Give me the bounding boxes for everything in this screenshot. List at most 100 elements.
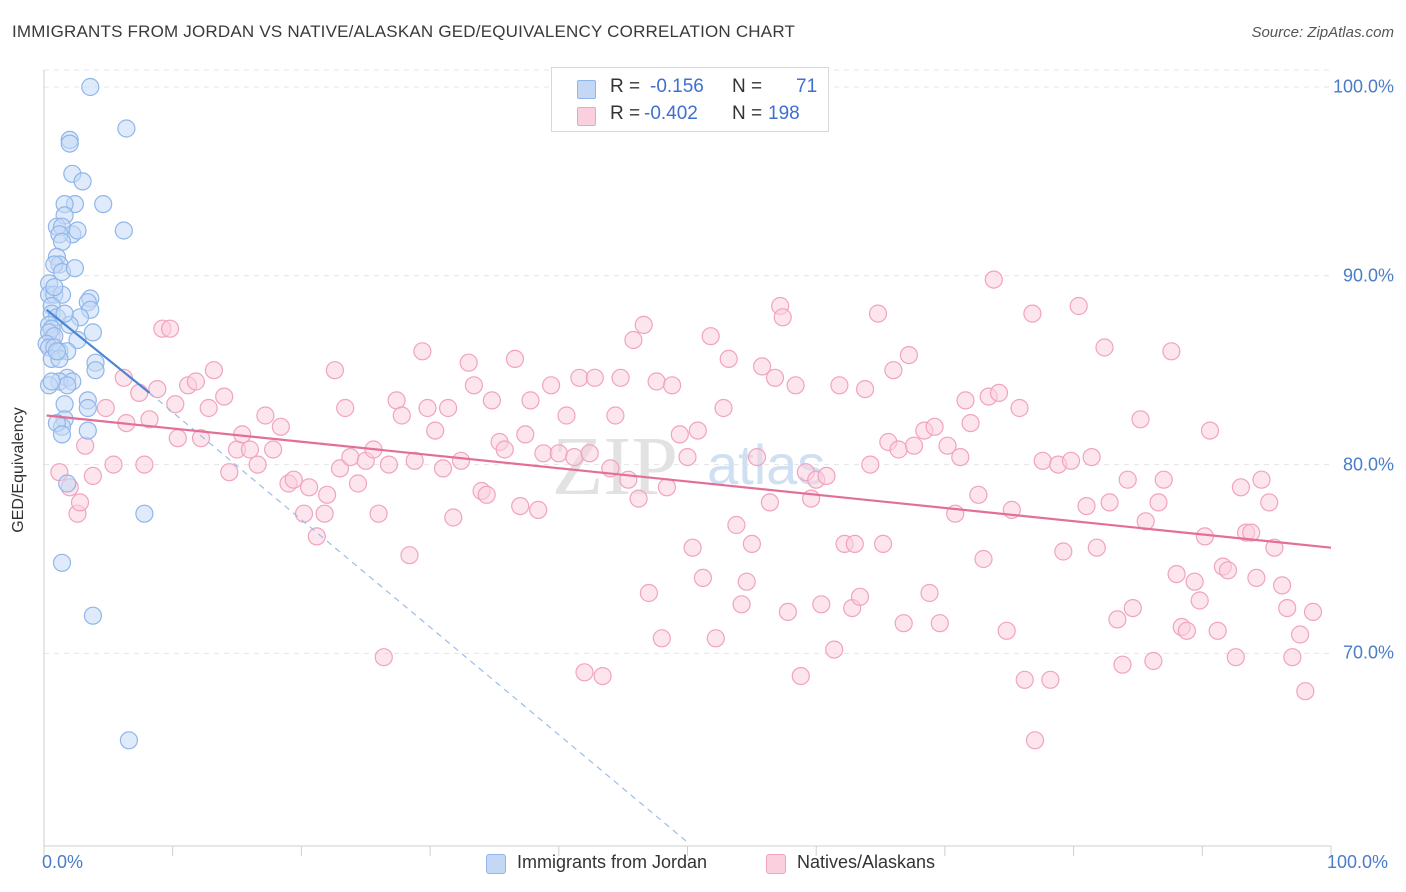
data-point-natives — [989, 383, 1009, 402]
data-point-natives — [791, 666, 810, 686]
y-tick-label: 80.0% — [1342, 454, 1394, 475]
legend-swatch-jordan — [486, 854, 506, 874]
data-point-natives — [889, 440, 908, 459]
data-point-jordan — [86, 361, 105, 380]
data-point-natives — [256, 406, 275, 425]
data-point-natives — [773, 308, 792, 327]
data-point-jordan — [78, 398, 97, 418]
data-point-natives — [652, 629, 671, 648]
data-point-natives — [1265, 538, 1284, 557]
series-immigrants-jordan — [37, 77, 154, 750]
data-point-natives — [1123, 598, 1142, 618]
axes — [43, 70, 1332, 856]
data-point-natives — [464, 376, 483, 395]
data-point-natives — [1290, 625, 1310, 644]
data-point-natives — [951, 448, 970, 467]
legend-swatch-natives — [766, 854, 786, 874]
data-point-natives — [585, 368, 604, 387]
data-point-natives — [271, 417, 290, 436]
data-point-natives — [930, 614, 949, 633]
data-point-natives — [894, 614, 913, 633]
source-credit: Source: ZipAtlas.com — [1251, 24, 1394, 41]
data-point-jordan — [68, 330, 87, 350]
data-point-natives — [348, 474, 368, 493]
data-point-natives — [166, 395, 185, 414]
data-point-natives — [315, 504, 334, 523]
data-point-jordan — [47, 342, 67, 361]
data-point-jordan — [83, 606, 103, 625]
data-point-natives — [294, 504, 314, 523]
data-point-natives — [830, 376, 849, 395]
data-point-natives — [516, 425, 535, 444]
data-point-natives — [688, 421, 707, 440]
data-point-natives — [884, 361, 903, 380]
data-point-natives — [541, 376, 561, 395]
data-point-natives — [529, 500, 548, 519]
stats-row-jordan: R = -0.156 N = 71 — [552, 73, 828, 103]
data-point-natives — [1100, 493, 1119, 512]
grid-lines — [44, 69, 1331, 654]
data-point-natives — [647, 372, 666, 391]
data-point-natives — [678, 448, 697, 467]
data-point-natives — [904, 436, 924, 455]
data-point-natives — [868, 304, 888, 323]
data-point-natives — [284, 470, 303, 489]
data-point-natives — [426, 421, 445, 440]
data-point-jordan — [94, 195, 113, 214]
data-point-natives — [477, 485, 496, 504]
data-point-natives — [1247, 568, 1266, 588]
legend-label: Immigrants from Jordan — [517, 852, 708, 872]
data-point-natives — [1095, 338, 1114, 357]
data-point-natives — [662, 376, 682, 395]
data-point-natives — [1041, 670, 1060, 689]
data-point-natives — [938, 436, 957, 455]
data-point-natives — [482, 391, 501, 410]
data-point-natives — [956, 391, 975, 410]
data-point-natives — [83, 466, 103, 485]
data-point-natives — [778, 602, 798, 622]
data-point-natives — [1260, 493, 1279, 512]
data-point-jordan — [55, 304, 74, 323]
data-point-natives — [1283, 648, 1302, 667]
data-point-natives — [984, 270, 1003, 289]
data-point-natives — [215, 387, 234, 406]
correlation-stats-box: R = -0.156 N = 71 R = -0.402 N = 198 — [551, 67, 829, 132]
data-point-jordan — [135, 504, 154, 523]
data-point-natives — [565, 448, 584, 467]
data-point-natives — [1208, 621, 1227, 640]
data-point-natives — [1082, 448, 1101, 467]
data-point-natives — [719, 349, 738, 368]
x-tick-label: 100.0% — [1327, 852, 1389, 872]
data-point-natives — [1144, 651, 1163, 671]
data-point-natives — [1185, 572, 1204, 591]
x-tick-label: 0.0% — [42, 852, 84, 872]
y-tick-label: 90.0% — [1342, 265, 1394, 286]
data-point-natives — [1061, 451, 1081, 470]
data-point-natives — [1278, 598, 1297, 618]
data-point-natives — [248, 455, 267, 474]
data-point-natives — [1226, 648, 1245, 667]
data-point-natives — [639, 583, 659, 603]
data-point-natives — [624, 330, 643, 350]
data-point-natives — [1025, 731, 1045, 750]
data-point-natives — [727, 515, 746, 535]
y-tick-label: 70.0% — [1342, 642, 1394, 663]
data-point-natives — [135, 455, 154, 474]
data-point-natives — [318, 485, 337, 504]
stats-swatch-jordan — [577, 80, 596, 99]
data-point-natives — [1167, 564, 1186, 584]
data-point-natives — [104, 455, 123, 474]
data-point-natives — [1023, 304, 1042, 323]
data-point-natives — [130, 383, 149, 402]
data-point-natives — [1242, 523, 1261, 542]
data-point-natives — [737, 572, 756, 591]
stats-n-value: 198 — [768, 103, 800, 124]
data-point-jordan — [68, 221, 87, 240]
data-point-natives — [148, 380, 167, 399]
data-point-natives — [1231, 478, 1251, 497]
data-point-natives — [1177, 621, 1197, 640]
data-point-jordan — [45, 278, 64, 297]
data-point-natives — [1077, 497, 1096, 516]
data-point-natives — [861, 455, 880, 474]
data-point-jordan — [81, 77, 100, 97]
